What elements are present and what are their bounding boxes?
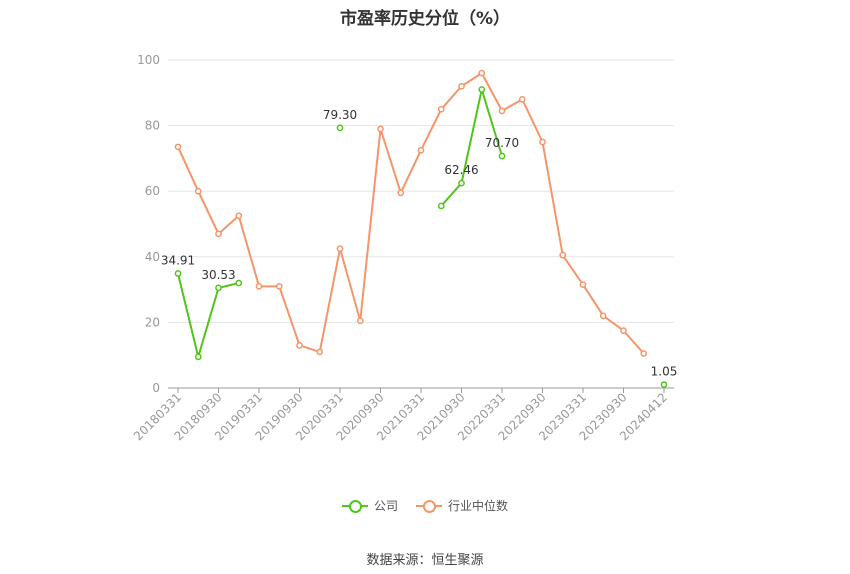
data-point <box>478 69 486 77</box>
data-point <box>356 317 364 325</box>
legend-label-company: 公司 <box>373 499 398 513</box>
data-point <box>437 202 445 210</box>
data-point <box>397 189 405 197</box>
data-point <box>620 327 627 334</box>
data-point <box>215 230 222 238</box>
series-industry <box>174 69 648 357</box>
data-label: 34.91 <box>161 253 195 267</box>
x-axis: 2018033120180930201903312019093020200331… <box>131 387 674 443</box>
data-point <box>458 179 465 187</box>
data-point <box>194 187 202 195</box>
series-line <box>440 88 503 207</box>
data-label: 70.70 <box>485 136 519 150</box>
data-point <box>559 251 567 259</box>
data-point <box>660 381 668 388</box>
source-note: 数据来源：恒生聚源 <box>366 553 484 568</box>
data-labels: 34.91 30.53 79.30 62.46 70.70 1.05 <box>161 108 678 379</box>
data-point <box>458 82 465 90</box>
data-point <box>336 245 344 252</box>
data-label: 30.53 <box>201 268 235 282</box>
data-point <box>255 282 263 290</box>
data-point <box>579 281 587 289</box>
line-chart: 0 20 40 60 80 100 201803312018093020190331201… <box>131 53 678 443</box>
data-point <box>235 279 243 287</box>
data-point <box>377 125 384 133</box>
legend: 公司 行业中位数 <box>0 497 850 514</box>
data-point <box>174 143 182 151</box>
grid-lines <box>168 59 674 323</box>
data-point <box>498 152 506 160</box>
data-point <box>599 312 607 320</box>
data-point <box>498 107 506 115</box>
data-point <box>518 96 526 103</box>
y-axis: 0 20 40 60 80 100 <box>137 53 160 395</box>
data-point <box>478 86 486 93</box>
data-point <box>640 350 648 357</box>
y-tick-label: 100 <box>137 53 160 67</box>
legend-item-industry[interactable]: 行业中位数 <box>416 497 508 514</box>
y-tick-label: 40 <box>145 250 160 264</box>
chart-title: 市盈率历史分位（%） <box>339 9 511 29</box>
data-point <box>417 146 425 154</box>
data-label: 79.30 <box>323 108 357 122</box>
series-line <box>177 273 239 358</box>
series-line <box>177 72 645 355</box>
y-tick-label: 20 <box>145 315 160 329</box>
y-tick-label: 80 <box>145 119 160 133</box>
data-point <box>174 270 182 277</box>
data-label: 1.05 <box>651 365 678 379</box>
data-point <box>437 105 445 113</box>
legend-label-industry: 行业中位数 <box>448 499 509 513</box>
y-tick-label: 60 <box>145 184 160 198</box>
data-label: 62.46 <box>444 163 478 177</box>
legend-marker-industry <box>416 499 442 513</box>
data-point <box>215 284 222 292</box>
legend-marker-company <box>341 499 368 513</box>
data-point <box>235 212 243 220</box>
legend-item-company[interactable]: 公司 <box>341 497 398 514</box>
series-company <box>174 86 668 388</box>
data-point <box>539 138 546 146</box>
data-point <box>194 353 202 361</box>
data-point <box>336 124 344 132</box>
data-point <box>296 342 303 349</box>
y-tick-label: 0 <box>152 381 160 395</box>
series-group <box>174 69 668 388</box>
data-point <box>275 282 283 290</box>
data-point <box>316 348 324 356</box>
